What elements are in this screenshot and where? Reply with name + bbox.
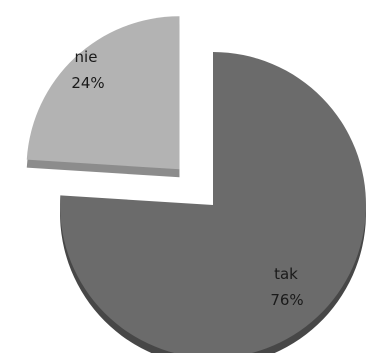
slice-percent-nie: 24% — [71, 74, 104, 92]
pie-slice-tak — [59, 52, 366, 353]
slice-name-nie: nie — [75, 48, 98, 66]
slice-name-tak: tak — [274, 265, 298, 283]
pie-slice-nie — [26, 16, 180, 170]
slice-label-tak: tak 76% — [270, 265, 303, 309]
pie-slices — [26, 16, 366, 353]
slice-label-nie: nie 24% — [71, 48, 104, 92]
slice-percent-tak: 76% — [270, 291, 303, 309]
